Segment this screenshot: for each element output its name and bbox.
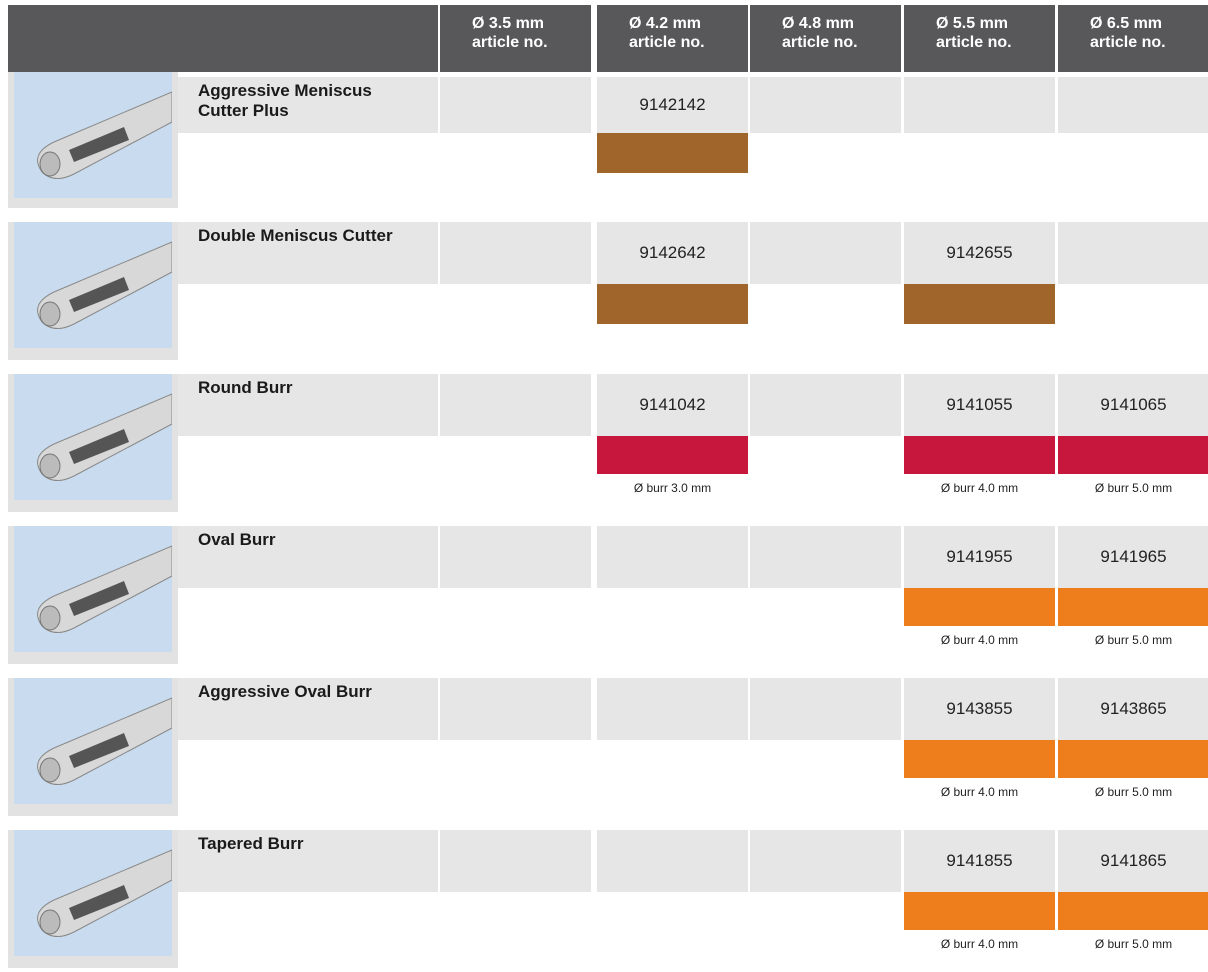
article-cell: [597, 830, 748, 892]
color-bar: [1058, 588, 1208, 626]
color-bar: [1058, 740, 1208, 778]
instrument-icon: [14, 72, 172, 198]
article-cell: 9141042: [597, 374, 748, 436]
header-cell: Ø 5.5 mm article no.: [904, 5, 1055, 72]
product-image: [8, 374, 178, 512]
article-cell: 9142142: [597, 77, 748, 133]
article-cell: 9141055: [904, 374, 1055, 436]
header-text: article no.: [1090, 34, 1166, 51]
article-cell: 9143865: [1058, 678, 1208, 740]
color-bar: [1058, 436, 1208, 474]
article-cell: 9141065: [1058, 374, 1208, 436]
article-cell: [1058, 222, 1208, 284]
header-text: Ø 3.5 mm: [472, 15, 545, 32]
product-name: Aggressive Oval Burr: [198, 682, 372, 701]
header-text: article no.: [782, 34, 858, 51]
name-cell: Double Meniscus Cutter: [178, 222, 438, 284]
article-cell: [440, 77, 591, 133]
article-cell: [750, 77, 901, 133]
header-text: article no.: [936, 34, 1012, 51]
header-bar: [8, 5, 438, 72]
instrument-icon: [14, 678, 172, 804]
instrument-icon: [14, 830, 172, 956]
burr-note: Ø burr 5.0 mm: [1094, 785, 1173, 799]
burr-note: Ø burr 5.0 mm: [1094, 481, 1173, 495]
header-cell: Ø 6.5 mm article no.: [1058, 5, 1208, 72]
article-cell: 9142642: [597, 222, 748, 284]
product-image: [8, 222, 178, 360]
product-image: [8, 526, 178, 664]
article-cell: [904, 77, 1055, 133]
header-cell: Ø 4.8 mm article no.: [750, 5, 901, 72]
header-text: article no.: [472, 34, 548, 51]
article-cell: [440, 526, 591, 588]
name-cell: Round Burr: [178, 374, 438, 436]
article-cell: 9141955: [904, 526, 1055, 588]
article-cell: [597, 526, 748, 588]
header-cell: Ø 3.5 mm article no.: [440, 5, 591, 72]
name-cell: Oval Burr: [178, 526, 438, 588]
article-cell: [750, 830, 901, 892]
article-cell: 9141965: [1058, 526, 1208, 588]
header-text: Ø 4.8 mm: [782, 15, 855, 32]
burr-note: Ø burr 3.0 mm: [633, 481, 712, 495]
article-cell: [750, 374, 901, 436]
name-cell: Tapered Burr: [178, 830, 438, 892]
header-text: Ø 4.2 mm: [629, 15, 702, 32]
color-bar: [597, 133, 748, 173]
article-cell: [440, 374, 591, 436]
product-name: Tapered Burr: [198, 834, 304, 853]
color-bar: [904, 284, 1055, 324]
name-cell: Aggressive Meniscus Cutter Plus: [178, 77, 438, 133]
article-cell: [440, 222, 591, 284]
product-image: [8, 678, 178, 816]
article-cell: [440, 678, 591, 740]
article-cell: 9141865: [1058, 830, 1208, 892]
instrument-icon: [14, 374, 172, 500]
header-text: Ø 6.5 mm: [1090, 15, 1163, 32]
product-image: [8, 72, 178, 208]
product-name: Double Meniscus Cutter: [198, 226, 393, 245]
header-text: Ø 5.5 mm: [936, 15, 1009, 32]
burr-note: Ø burr 5.0 mm: [1094, 633, 1173, 647]
color-bar: [1058, 892, 1208, 930]
instrument-icon: [14, 222, 172, 348]
color-bar: [904, 740, 1055, 778]
color-bar: [597, 284, 748, 324]
product-name: Round Burr: [198, 378, 293, 397]
color-bar: [904, 436, 1055, 474]
article-cell: [597, 678, 748, 740]
header-cell: Ø 4.2 mm article no.: [597, 5, 748, 72]
article-cell: 9143855: [904, 678, 1055, 740]
color-bar: [597, 436, 748, 474]
article-cell: 9141855: [904, 830, 1055, 892]
name-cell: Aggressive Oval Burr: [178, 678, 438, 740]
product-image: [8, 830, 178, 968]
color-bar: [904, 588, 1055, 626]
burr-note: Ø burr 4.0 mm: [940, 785, 1019, 799]
burr-note: Ø burr 4.0 mm: [940, 937, 1019, 951]
instrument-icon: [14, 526, 172, 652]
burr-note: Ø burr 4.0 mm: [940, 481, 1019, 495]
header-text: article no.: [629, 34, 705, 51]
burr-note: Ø burr 4.0 mm: [940, 633, 1019, 647]
article-cell: [750, 678, 901, 740]
color-bar: [904, 892, 1055, 930]
product-name: Aggressive Meniscus Cutter Plus: [198, 81, 372, 120]
product-name: Oval Burr: [198, 530, 276, 549]
burr-note: Ø burr 5.0 mm: [1094, 937, 1173, 951]
article-cell: [1058, 77, 1208, 133]
article-cell: [750, 222, 901, 284]
article-cell: [750, 526, 901, 588]
article-cell: [440, 830, 591, 892]
article-cell: 9142655: [904, 222, 1055, 284]
